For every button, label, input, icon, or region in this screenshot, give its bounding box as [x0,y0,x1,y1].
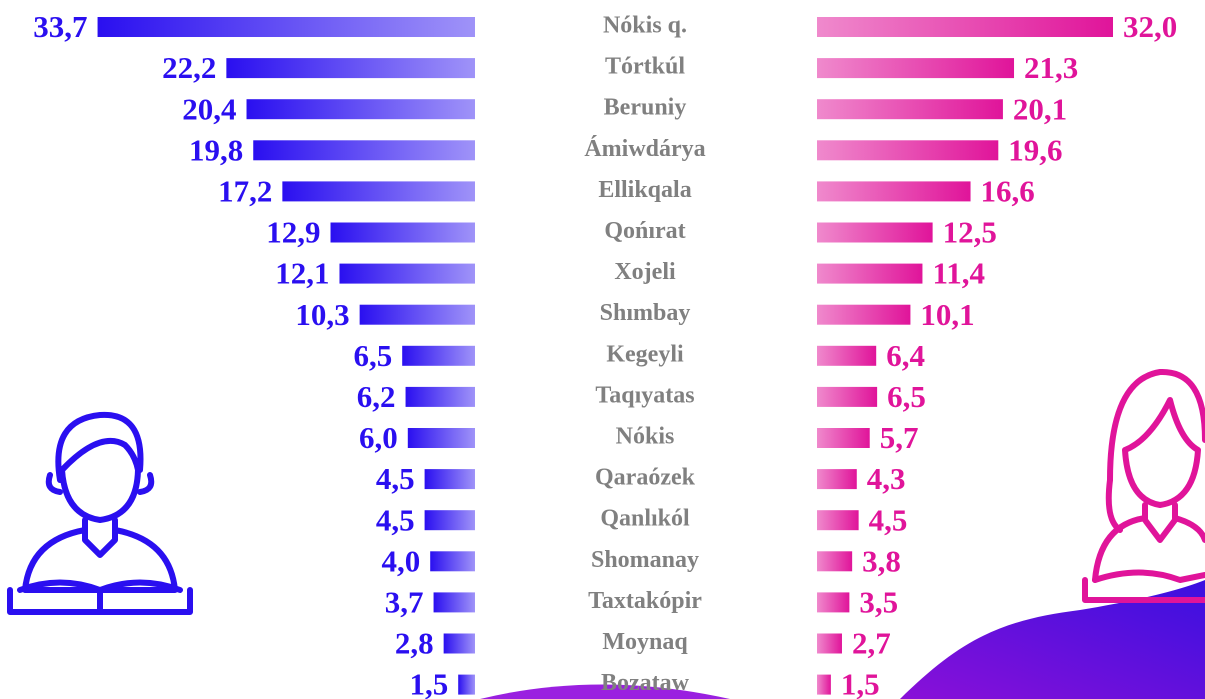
bar [253,140,475,161]
bar [817,99,1003,120]
value-label: 3,7 [385,585,424,620]
value-label: 12,9 [266,215,320,250]
bar [817,674,831,695]
value-label: 4,3 [867,461,906,496]
bar [339,263,475,284]
value-label: 2,8 [395,626,434,661]
category-label: Nókis [616,424,675,450]
category-label: Kegeyli [606,341,684,367]
category-label: Tórtkúl [605,54,685,80]
category-label: Ellikqala [598,177,691,203]
decor-blob [900,580,1205,699]
bar [817,469,857,490]
bar [402,345,475,366]
decor-blob [480,684,730,699]
bar [817,345,877,366]
value-label: 6,5 [887,379,926,414]
category-label: Taxtakópir [588,588,702,614]
bar [97,17,475,37]
female-reader-icon [1082,368,1205,603]
bar [817,263,923,284]
bar [407,428,475,448]
bar [817,58,1015,79]
value-label: 4,5 [869,502,908,537]
value-label: 16,6 [981,174,1035,209]
value-label: 19,8 [189,132,243,167]
category-label: Beruniy [604,95,687,121]
bar [282,181,475,202]
bar [817,17,1113,37]
bar [817,181,971,202]
value-label: 12,1 [275,256,329,291]
value-label: 19,6 [1008,132,1062,167]
bar [817,304,911,325]
value-label: 3,5 [859,585,898,620]
value-label: 3,8 [862,543,901,578]
value-label: 1,5 [841,667,880,699]
value-label: 4,5 [376,502,415,537]
value-label: 10,3 [295,297,349,332]
value-label: 17,2 [218,174,272,209]
bar [817,140,999,161]
value-label: 22,2 [162,50,216,85]
bar [817,592,850,613]
category-label: Shomanay [591,547,699,573]
category-label: Qońırat [604,218,685,244]
category-label: Moynaq [602,629,688,655]
value-label: 4,0 [381,543,420,578]
bar [246,99,475,120]
bar [405,386,475,407]
value-label: 20,4 [182,91,236,126]
bar [817,222,933,243]
value-label: 20,1 [1013,91,1067,126]
value-label: 6,5 [353,338,392,373]
category-label: Ámiwdárya [584,136,705,162]
bar [443,633,475,654]
value-label: 6,0 [359,420,398,455]
bar [424,510,475,531]
value-label: 10,1 [920,297,974,332]
bar [817,633,842,654]
category-label: Qanlıkól [600,506,690,532]
category-label: Shımbay [600,300,691,326]
category-label: Qaraózek [595,465,696,491]
bar [817,428,870,448]
category-label: Xojeli [614,259,676,285]
bar [817,386,878,407]
bar [458,674,475,695]
value-label: 6,2 [357,379,396,414]
value-label: 1,5 [409,667,448,699]
value-label: 11,4 [932,256,985,291]
bar [817,551,853,572]
bar [430,551,475,572]
bar [359,304,475,325]
bar [433,592,475,613]
category-label: Bozataw [601,670,690,696]
value-label: 21,3 [1024,50,1078,85]
category-label: Taqıyatas [595,382,694,408]
value-label: 12,5 [943,215,997,250]
bar [226,58,475,79]
value-label: 5,7 [880,420,919,455]
bar [424,469,475,490]
category-label: Nókis q. [603,13,687,39]
value-label: 32,0 [1123,9,1177,44]
value-label: 2,7 [852,626,891,661]
value-label: 4,5 [376,461,415,496]
bar [817,510,859,531]
bar [330,222,475,243]
value-label: 6,4 [886,338,925,373]
male-reader-icon [7,411,193,615]
value-label: 33,7 [33,9,87,44]
